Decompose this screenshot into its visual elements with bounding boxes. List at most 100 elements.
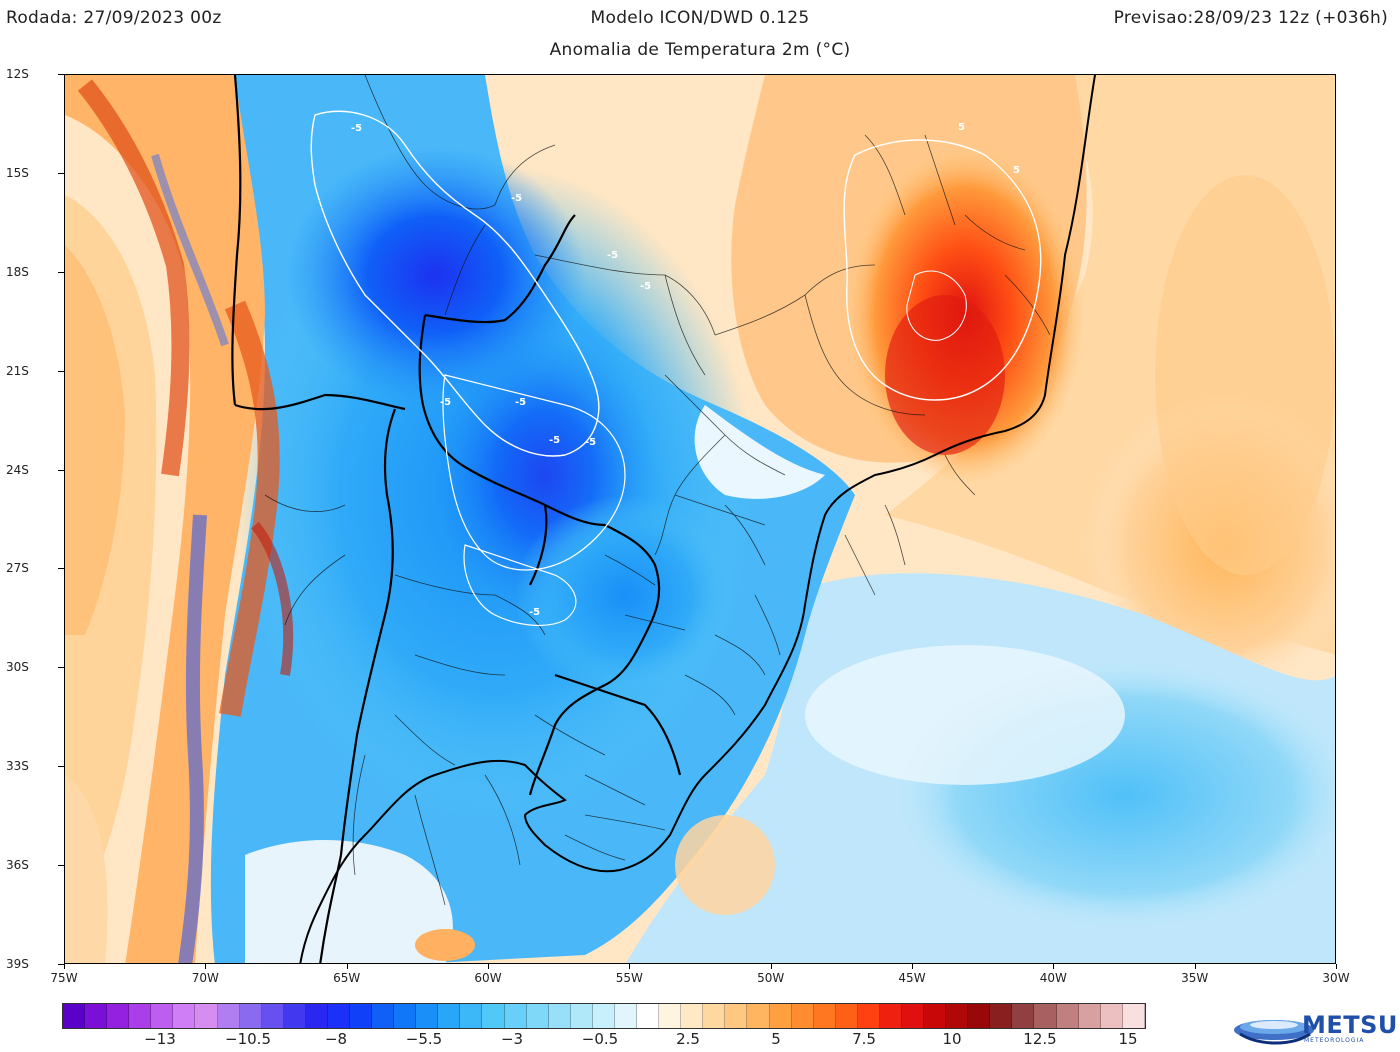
colorbar-swatch	[327, 1004, 351, 1028]
colorbar-tick-label: 12.5	[1023, 1030, 1057, 1048]
colorbar-swatch	[990, 1004, 1013, 1028]
colorbar-swatch	[1100, 1004, 1123, 1028]
colorbar-swatch	[129, 1004, 152, 1028]
colorbar-tick-label: 15	[1118, 1030, 1138, 1048]
lat-tick	[58, 766, 64, 768]
lon-tick	[1053, 964, 1055, 969]
logo-subtitle: METEOROLOGIA	[1304, 1037, 1365, 1044]
border-paraguay-bolivia	[418, 314, 606, 527]
colorbar-swatch	[195, 1004, 218, 1028]
lon-label: 40W	[1039, 971, 1067, 985]
colorbar-swatch	[835, 1004, 858, 1028]
lon-tick	[1194, 964, 1196, 969]
lat-label: 12S	[6, 67, 29, 81]
lat-label: 39S	[6, 957, 29, 971]
colorbar-swatch	[614, 1004, 638, 1028]
contour-label: -5	[549, 435, 560, 446]
colorbar-swatch	[901, 1004, 925, 1028]
colorbar-swatch	[659, 1004, 682, 1028]
colorbar-swatch	[1122, 1004, 1145, 1028]
lat-tick	[58, 469, 64, 471]
lon-label: 30W	[1322, 971, 1350, 985]
contour-label: -5	[440, 397, 451, 408]
colorbar-swatch	[350, 1004, 373, 1028]
colorbar-swatch	[438, 1004, 461, 1028]
lat-tick	[58, 271, 64, 273]
lat-label: 27S	[6, 561, 29, 576]
lon-label: 50W	[757, 971, 785, 985]
colorbar-swatch	[813, 1004, 836, 1028]
colorbar-swatch	[946, 1004, 969, 1028]
colorbar-swatch	[703, 1004, 726, 1028]
lat-label: 33S	[6, 759, 29, 774]
contour-label-group: -5 -5 -5 -5 -5 -5 -5 -5 -5 5 5	[351, 122, 1020, 618]
colorbar-tick-label: 5	[771, 1030, 781, 1048]
andes-hot-streak-north	[77, 79, 190, 477]
andes-hot-streak-east	[219, 300, 280, 717]
colorbar-swatch	[968, 1004, 991, 1028]
chart-subtitle: Anomalia de Temperatura 2m (°C)	[549, 40, 851, 60]
colorbar-swatch	[482, 1004, 505, 1028]
colorbar-swatch	[681, 1004, 704, 1028]
border-paraguay-argentina	[529, 504, 548, 586]
colorbar-swatch	[769, 1004, 792, 1028]
colorbar-tick-label: −0.5	[581, 1030, 619, 1048]
colorbar-tick-label: −3	[500, 1030, 524, 1048]
colorbar-swatch	[879, 1004, 902, 1028]
colorbar-swatch	[548, 1004, 571, 1028]
colorbar-swatch	[637, 1004, 660, 1028]
lon-tick	[912, 964, 913, 969]
colorbar-swatch	[107, 1004, 130, 1028]
colorbar-swatch	[857, 1004, 880, 1028]
lat-label: 30S	[6, 660, 29, 675]
contour-label: -5	[529, 607, 540, 618]
colorbar-swatch	[1012, 1004, 1035, 1028]
border-uruguay-argentina	[528, 684, 606, 796]
colorbar-swatch	[416, 1004, 439, 1028]
lon-tick	[488, 964, 489, 969]
contour-minus5-north	[310, 110, 600, 457]
contour-label: -5	[351, 123, 362, 134]
andes-cold-streak-north	[151, 153, 229, 347]
colorbar-swatch	[1056, 1004, 1079, 1028]
contour-label: 5	[958, 122, 965, 133]
contour-label: -5	[585, 437, 596, 448]
lon-label: 60W	[474, 971, 502, 985]
lon-tick	[346, 964, 348, 969]
colorbar-swatch	[592, 1004, 615, 1028]
colorbar-swatch	[460, 1004, 483, 1028]
colorbar-tick-label: −13	[144, 1030, 176, 1048]
atlantic-coastline	[299, 75, 1096, 963]
colorbar-swatch	[1078, 1004, 1101, 1028]
colorbar-swatch	[372, 1004, 395, 1028]
colorbar-tick-label: 2.5	[676, 1030, 700, 1048]
border-chile-argentina-south	[319, 854, 343, 963]
lon-tick	[64, 964, 65, 969]
andes-anomaly-band	[65, 75, 265, 963]
lat-label: 36S	[6, 858, 29, 873]
south-atlantic-neutral-band	[805, 645, 1125, 785]
lat-tick	[58, 172, 64, 174]
colorbar-swatch	[924, 1004, 947, 1028]
south-argentina-warm-spot	[415, 929, 475, 961]
border-peru-bolivia	[231, 75, 242, 406]
metsul-logo-icon	[1234, 1020, 1314, 1045]
border-brazil-argentina	[604, 524, 661, 686]
lat-tick	[58, 568, 64, 570]
colorbar-swatch	[747, 1004, 770, 1028]
lat-label: 18S	[6, 264, 29, 279]
contour-label: -5	[607, 250, 618, 261]
contour-label: -5	[515, 397, 526, 408]
internal-borders	[264, 75, 1051, 906]
colorbar-tick-label: −10.5	[225, 1030, 271, 1048]
anomaly-map[interactable]: -5 -5 -5 -5 -5 -5 -5 -5 -5 5 5	[64, 74, 1336, 964]
colorbar-swatch	[63, 1004, 86, 1028]
bolivia-cold-core	[285, 145, 585, 405]
pacific-south-warm	[65, 775, 108, 963]
colorbar-swatch	[504, 1004, 527, 1028]
colorbar-swatch	[283, 1004, 306, 1028]
lat-label: 24S	[6, 462, 29, 477]
colorbar-swatch	[1034, 1004, 1057, 1028]
colorbar-swatch	[217, 1004, 240, 1028]
colorbar-tick-label: −5.5	[405, 1030, 443, 1048]
